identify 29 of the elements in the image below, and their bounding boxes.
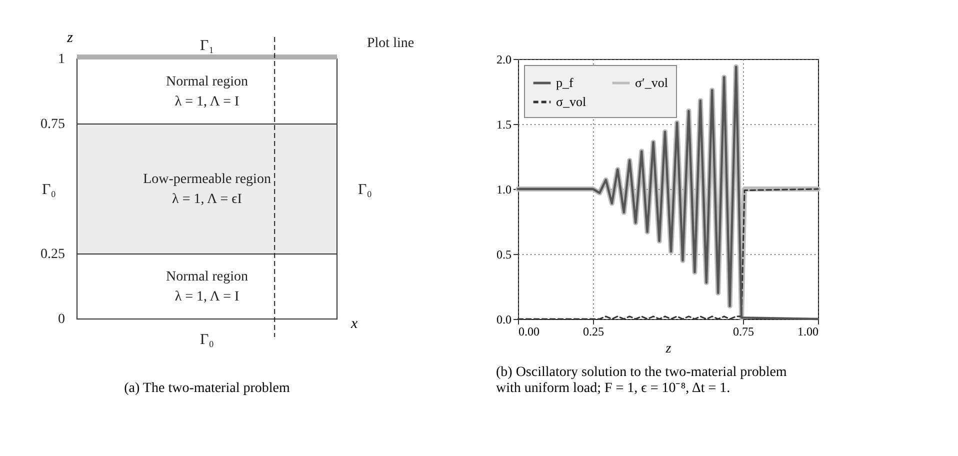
- y-tick-label: 2.0: [496, 52, 512, 66]
- text: 1: [58, 52, 65, 67]
- text: Low-permeable region λ = 1, Λ = ϵI: [143, 172, 271, 207]
- text: Γ₀: [200, 332, 214, 348]
- text: Normal region λ = 1, Λ = I: [166, 74, 248, 110]
- x-tick-label: 0.25: [583, 324, 604, 338]
- text: (b) Oscillatory solution to the two-material problem with uniform load; F = 1, ϵ = 10⁻⁸, Δt = 1.: [496, 365, 787, 396]
- text: x: [350, 316, 358, 332]
- x-tick-label: 0.00: [518, 324, 540, 338]
- y-tick-label: 1.0: [496, 182, 512, 196]
- text: Γ₁: [200, 38, 214, 54]
- text: Normal region λ = 1, Λ = I: [166, 270, 248, 304]
- x-tick-label: 0.75: [733, 324, 754, 338]
- text: Plot line: [367, 36, 414, 51]
- y-tick-label: 0.5: [496, 248, 512, 262]
- legend-label: p_f: [556, 75, 574, 90]
- y-tick-label: 0.0: [496, 312, 512, 326]
- y-tick-label: 1.5: [496, 118, 512, 132]
- text: 0: [58, 312, 65, 327]
- x-tick-label: 1.00: [798, 324, 818, 338]
- text: (a) The two-material problem: [124, 381, 290, 396]
- legend-label: σ_vol: [556, 94, 587, 109]
- text: z: [66, 30, 74, 46]
- text: Γ₀: [42, 182, 56, 198]
- text: 0.75: [40, 117, 65, 132]
- text: Γ₀: [358, 182, 372, 198]
- legend-label: σ′_vol: [635, 75, 668, 90]
- text: 0.25: [40, 247, 65, 262]
- x-axis-title: z: [664, 342, 672, 356]
